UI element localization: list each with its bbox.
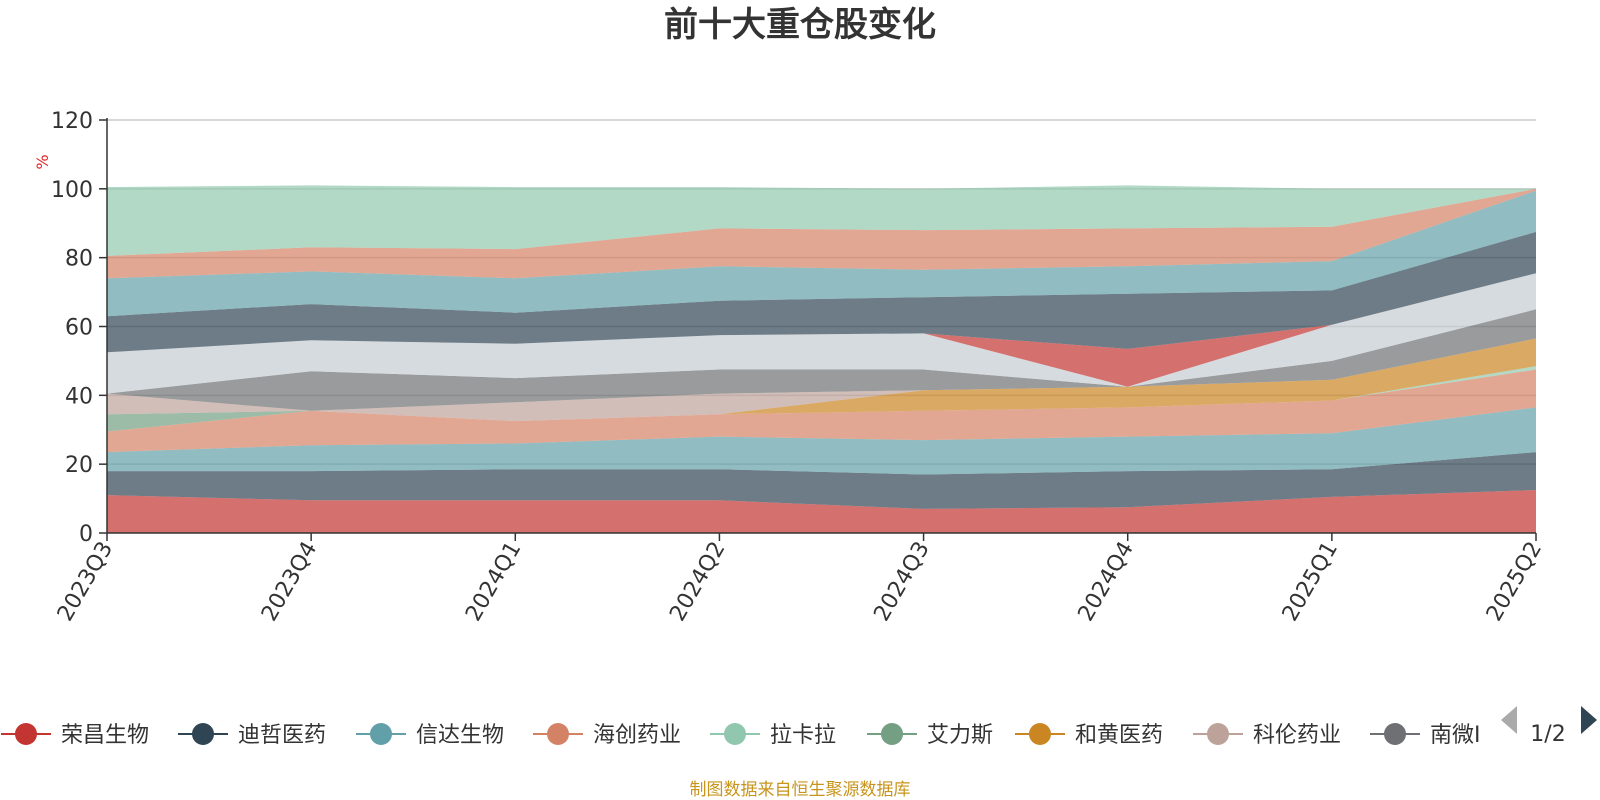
x-tick-label: 2024Q3 [869,538,934,626]
area-series-1 [107,490,1536,533]
stacked-areas [107,185,1536,533]
y-tick-label: 80 [65,247,93,272]
y-tick-label: 40 [65,384,93,409]
legend-marker-icon [724,723,746,745]
area-series-16 [107,185,1536,256]
x-tick-label: 2025Q1 [1278,538,1343,626]
y-axis-unit: % [33,154,52,169]
legend-marker-icon [15,723,37,745]
legend-marker-icon [370,723,392,745]
y-tick-label: 120 [51,109,93,134]
legend-prev-page-button[interactable] [1501,706,1517,734]
area-series-7 [107,338,1536,422]
legend-marker-icon [192,723,214,745]
x-tick-label: 2025Q2 [1482,538,1547,626]
legend-item[interactable]: 艾力斯 [867,723,993,748]
area-series-4 [107,369,1536,453]
area-series-15 [107,188,1536,279]
legend-marker-icon [1207,723,1229,745]
area-series-12 [107,273,1536,387]
legend-label: 迪哲医药 [238,723,326,748]
y-tick-label: 60 [65,316,93,341]
area-series-14 [107,190,1536,317]
area-series-13 [107,231,1536,353]
legend-label: 南微I [1430,723,1481,748]
x-tick-label: 2024Q4 [1074,538,1139,626]
chart-title: 前十大重仓股变化 [664,5,936,45]
legend-marker-icon [1029,723,1051,745]
y-tick-label: 20 [65,453,93,478]
legend-label: 信达生物 [416,723,504,748]
legend-label: 海创药业 [593,723,681,748]
triangle-left-icon [1501,706,1517,734]
area-series-9 [107,309,1536,411]
legend-item[interactable]: 科伦药业 [1193,723,1341,748]
x-tick-label: 2023Q4 [257,538,322,626]
x-tick-label: 2024Q1 [461,538,526,626]
legend-marker-icon [881,723,903,745]
legend-item[interactable]: 海创药业 [533,723,681,748]
legend-item[interactable]: 南微I [1370,723,1481,748]
legend-item[interactable]: 迪哲医药 [178,723,326,748]
source-note: 制图数据来自恒生聚源数据库 [690,780,911,800]
area-series-11 [107,273,1536,394]
x-tick-label: 2024Q2 [665,538,730,626]
legend-marker-icon [1384,723,1406,745]
x-tick-label: 2023Q3 [53,538,118,626]
legend-label: 和黄医药 [1075,723,1163,748]
legend-item[interactable]: 和黄医药 [1015,723,1163,748]
legend-label: 艾力斯 [927,723,993,748]
legend-next-page-button[interactable] [1581,706,1597,734]
y-tick-label: 0 [79,522,93,547]
y-tick-label: 100 [51,178,93,203]
area-series-3 [107,407,1536,475]
area-series-2 [107,452,1536,509]
legend-item[interactable]: 拉卡拉 [710,723,836,748]
legend-label: 科伦药业 [1253,723,1341,748]
legend-label: 荣昌生物 [61,723,149,748]
legend-item[interactable]: 信达生物 [356,723,504,748]
legend-item[interactable]: 荣昌生物 [1,723,149,748]
triangle-right-icon [1581,706,1597,734]
legend-page-indicator: 1/2 [1530,722,1565,747]
legend-label: 拉卡拉 [770,723,836,748]
legend-marker-icon [547,723,569,745]
legend: 荣昌生物 迪哲医药 信达生物 海创药业 拉卡拉 艾力斯 和黄医药 科伦药业 南微I [1,723,1481,748]
